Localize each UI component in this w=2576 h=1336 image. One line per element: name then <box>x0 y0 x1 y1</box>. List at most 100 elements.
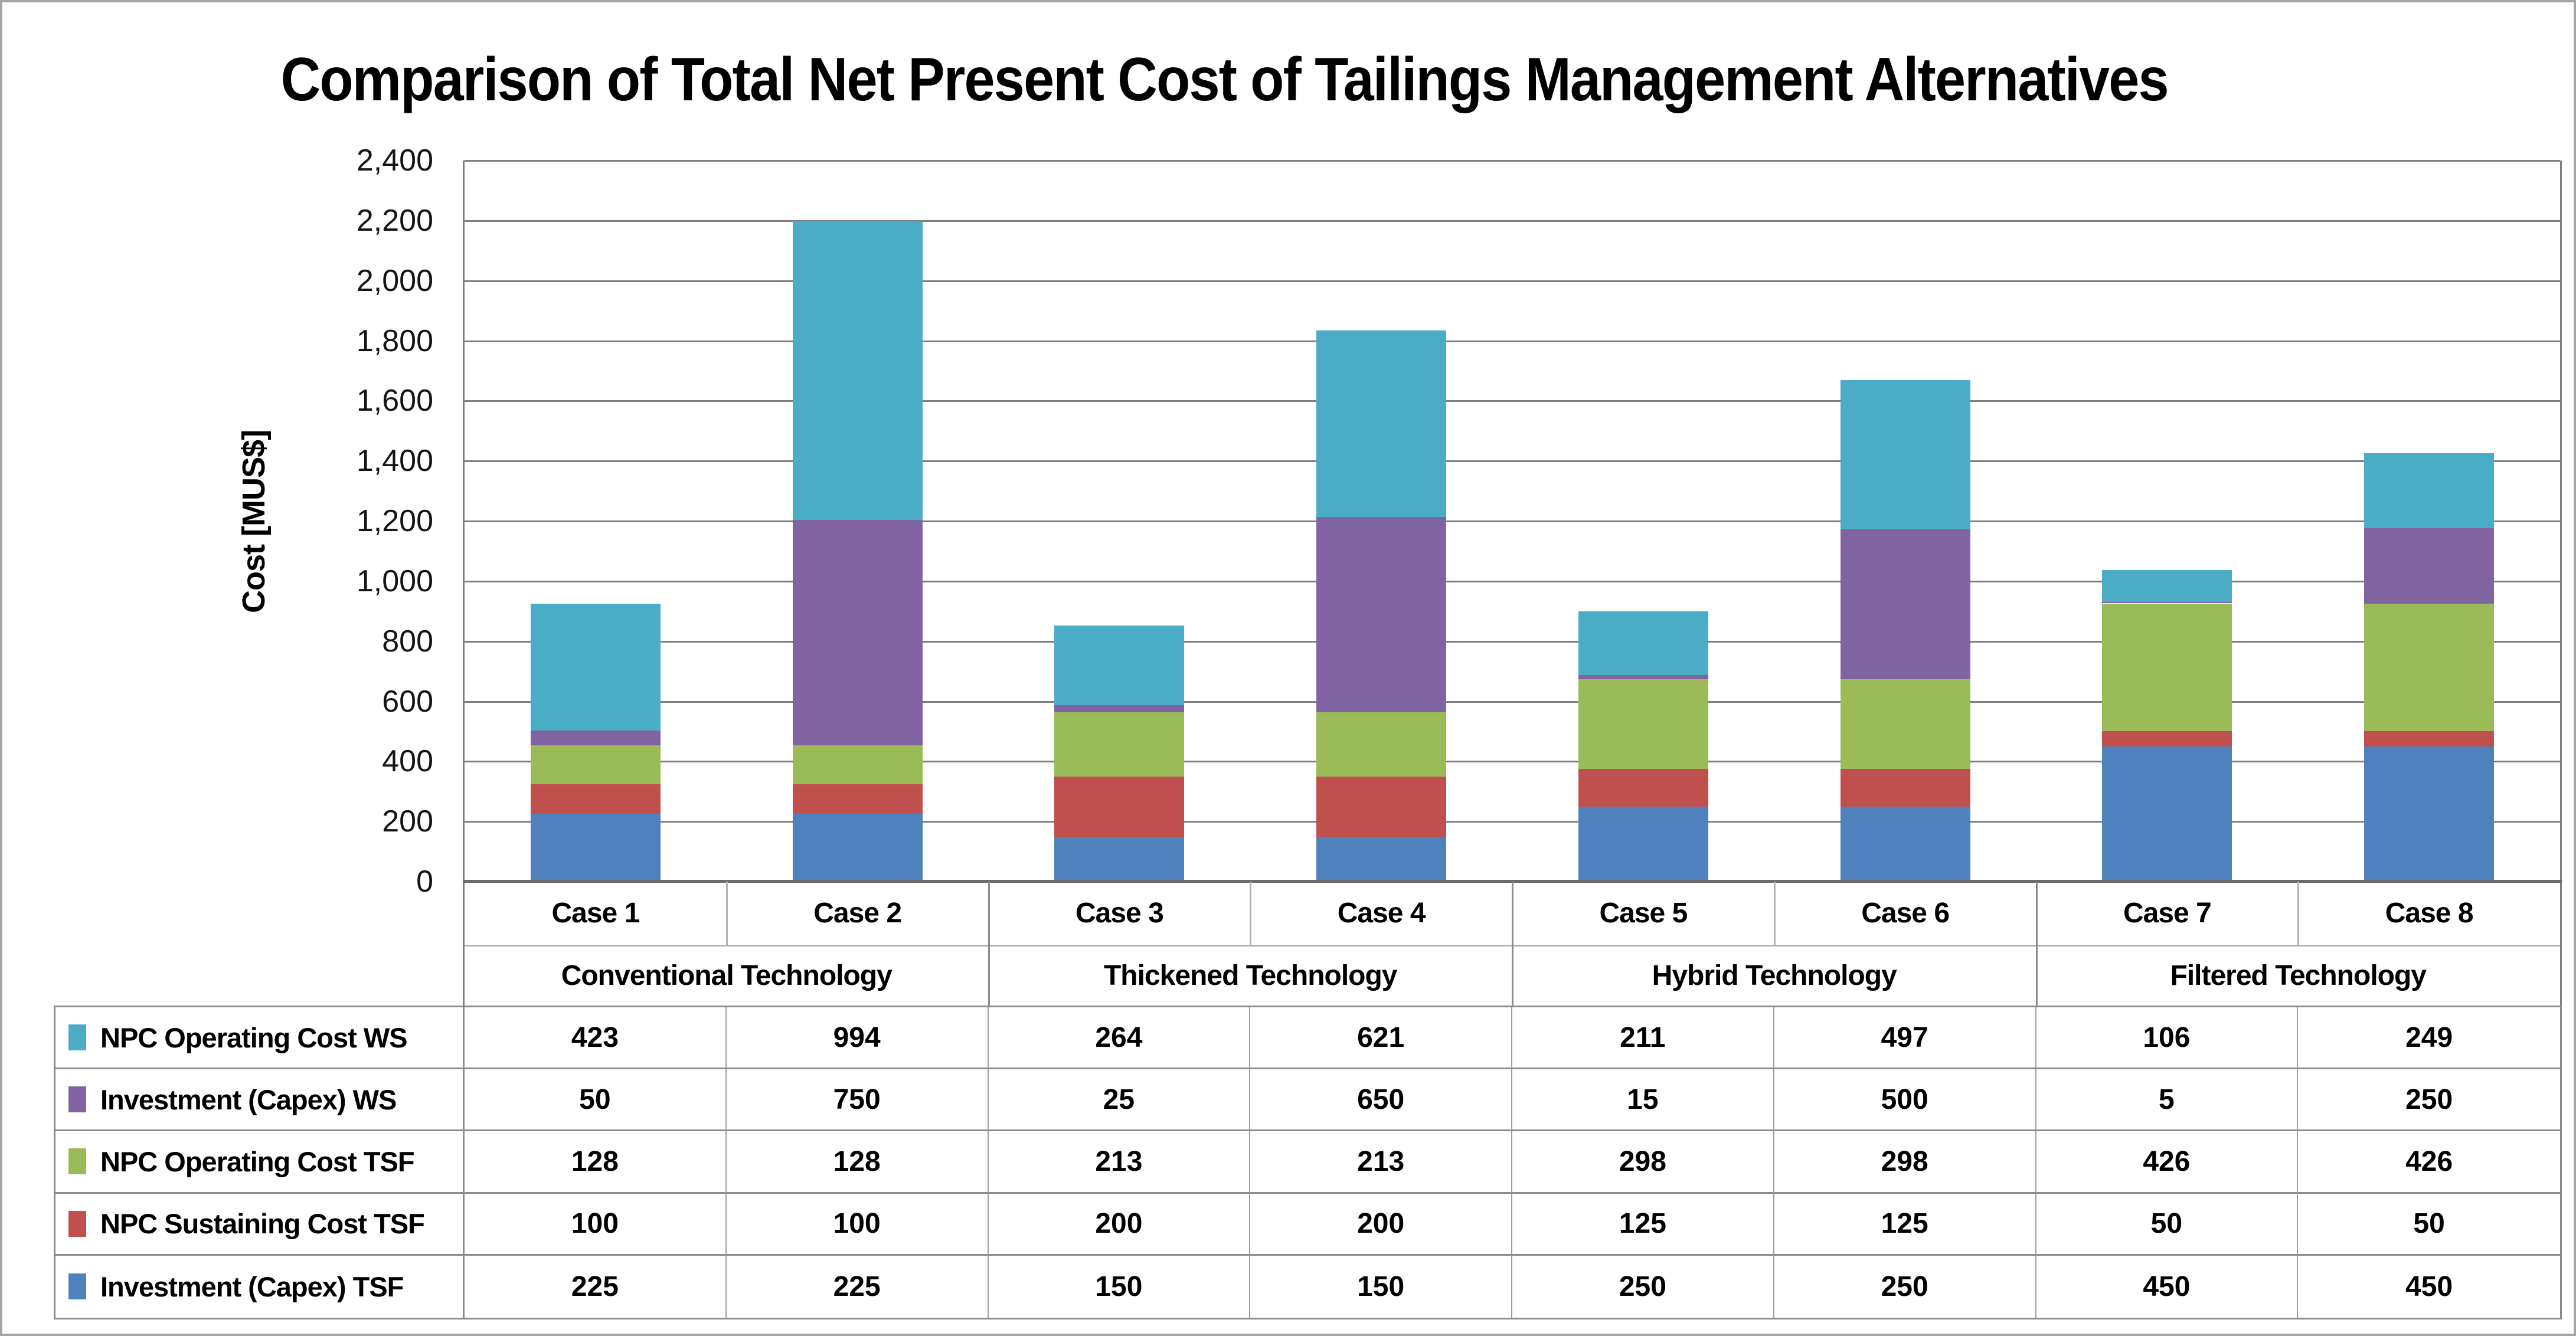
x-axis-group-label: Hybrid Technology <box>1652 960 1897 991</box>
chart-title-text: Comparison of Total Net Present Cost of … <box>280 45 2169 114</box>
gridline <box>465 520 2560 522</box>
group-divider-line <box>988 882 990 1006</box>
bar-segment-npc-sustaining-cost-tsf-case-4 <box>1316 776 1447 837</box>
gridline <box>465 400 2560 402</box>
y-tick-label: 0 <box>416 865 433 899</box>
data-table: NPC Operating Cost WS 423 994 264 621 211 497 1… <box>54 1006 2562 1319</box>
x-axis-case-label: Case 2 <box>813 898 902 929</box>
legend-item: NPC Sustaining Cost TSF <box>55 1193 465 1256</box>
table-value-cell: 50 <box>2036 1193 2299 1256</box>
table-value-cell: 225 <box>726 1255 989 1318</box>
y-tick-label: 400 <box>382 744 433 779</box>
table-value-cell: 426 <box>2298 1131 2560 1194</box>
gridline <box>465 700 2560 703</box>
table-value-cell: 213 <box>1250 1131 1512 1194</box>
bar-segment-investment-capex-tsf-case-5 <box>1578 806 1708 882</box>
bar-segment-investment-capex-ws-case-2 <box>792 520 923 746</box>
y-tick-label: 2,200 <box>356 203 433 238</box>
table-value-cell: 249 <box>2298 1007 2560 1070</box>
bar-segment-npc-operating-cost-ws-case-1 <box>530 603 661 731</box>
table-value-cell: 5 <box>2036 1069 2299 1132</box>
plot-right-border <box>2560 161 2562 1006</box>
group-divider-line <box>1512 882 1513 1006</box>
bar-segment-investment-capex-ws-case-3 <box>1054 705 1185 713</box>
table-value-cell: 250 <box>1512 1255 1774 1318</box>
legend-item: Investment (Capex) TSF <box>55 1255 465 1318</box>
legend-item: NPC Operating Cost TSF <box>55 1131 465 1194</box>
bar-segment-investment-capex-tsf-case-8 <box>2364 746 2495 882</box>
table-value-cell: 125 <box>1774 1193 2036 1256</box>
x-axis-case-label: Case 8 <box>2385 898 2474 929</box>
legend-color-swatch-icon <box>68 1210 86 1237</box>
x-axis-category-rows: Case 1 Case 2 Case 3 Case 4 Case 5 Case 6 Case… <box>465 882 2560 1006</box>
legend-series-label: NPC Operating Cost WS <box>100 1021 408 1053</box>
bar-segment-npc-sustaining-cost-tsf-case-3 <box>1054 776 1185 837</box>
gridline <box>465 220 2560 222</box>
bar-segment-npc-sustaining-cost-tsf-case-5 <box>1578 769 1708 807</box>
case-divider-line <box>1773 882 1776 945</box>
table-value-cell: 150 <box>988 1255 1251 1318</box>
table-value-cell: 200 <box>988 1193 1251 1256</box>
bar-segment-npc-sustaining-cost-tsf-case-6 <box>1840 769 1970 807</box>
table-value-cell: 298 <box>1512 1131 1774 1194</box>
bar-segment-npc-operating-cost-ws-case-4 <box>1316 330 1447 518</box>
y-tick-label: 1,400 <box>356 444 433 479</box>
bar-segment-npc-operating-cost-tsf-case-6 <box>1840 679 1970 769</box>
legend-color-swatch-icon <box>68 1086 86 1113</box>
table-value-cell: 500 <box>1774 1069 2036 1132</box>
x-axis-case-label: Case 3 <box>1075 898 1164 929</box>
legend-color-swatch-icon <box>68 1273 86 1300</box>
y-tick-label: 2,400 <box>356 143 433 178</box>
bar-segment-investment-capex-tsf-case-3 <box>1054 836 1185 882</box>
legend-series-label: Investment (Capex) WS <box>100 1083 397 1115</box>
x-axis-group-label: Filtered Technology <box>2170 960 2427 991</box>
bar-segment-npc-operating-cost-ws-case-5 <box>1578 611 1708 675</box>
table-value-cell: 750 <box>726 1069 989 1132</box>
y-tick-label: 600 <box>382 684 433 719</box>
gridline <box>465 580 2560 582</box>
bar-segment-npc-operating-cost-tsf-case-8 <box>2364 603 2495 732</box>
bar-segment-npc-operating-cost-ws-case-2 <box>792 221 923 520</box>
gridline <box>465 460 2560 463</box>
bar-segment-npc-operating-cost-tsf-case-1 <box>530 745 661 784</box>
legend-series-label: Investment (Capex) TSF <box>100 1270 404 1302</box>
plot-left-border <box>463 161 465 1006</box>
legend-item: NPC Operating Cost WS <box>55 1007 465 1070</box>
bar-segment-investment-capex-tsf-case-6 <box>1840 806 1970 882</box>
x-axis-case-label: Case 5 <box>1599 898 1688 929</box>
bar-segment-investment-capex-ws-case-6 <box>1840 529 1970 680</box>
legend-series-label: NPC Operating Cost TSF <box>100 1145 415 1177</box>
table-value-cell: 298 <box>1774 1131 2036 1194</box>
table-value-cell: 250 <box>2298 1069 2560 1132</box>
bar-segment-npc-operating-cost-tsf-case-3 <box>1054 712 1185 777</box>
chart-title: Comparison of Total Net Present Cost of … <box>38 45 2411 115</box>
table-value-cell: 128 <box>465 1131 727 1194</box>
gridline <box>465 761 2560 763</box>
gridline <box>465 280 2560 282</box>
bar-segment-investment-capex-ws-case-1 <box>530 730 661 746</box>
gridline <box>465 160 2560 162</box>
legend-color-swatch-icon <box>68 1148 86 1175</box>
bar-segment-npc-operating-cost-ws-case-3 <box>1054 626 1185 705</box>
x-axis-case-label: Case 7 <box>2123 898 2212 929</box>
table-value-cell: 426 <box>2036 1131 2299 1194</box>
bar-segment-investment-capex-tsf-case-2 <box>792 814 923 882</box>
legend-color-swatch-icon <box>68 1024 86 1051</box>
table-value-cell: 264 <box>988 1007 1251 1070</box>
table-value-cell: 25 <box>988 1069 1251 1132</box>
x-axis-group-label: Thickened Technology <box>1103 960 1398 991</box>
y-tick-label: 1,600 <box>356 384 433 418</box>
x-axis-case-label: Case 1 <box>551 898 640 929</box>
y-tick-label: 800 <box>382 624 433 659</box>
table-value-cell: 106 <box>2036 1007 2299 1070</box>
table-value-cell: 450 <box>2036 1255 2299 1318</box>
table-value-cell: 150 <box>1250 1255 1512 1318</box>
bar-segment-npc-operating-cost-ws-case-8 <box>2364 453 2495 529</box>
x-axis-case-label: Case 6 <box>1861 898 1950 929</box>
case-divider-line <box>2297 882 2300 945</box>
bar-segment-npc-sustaining-cost-tsf-case-2 <box>792 784 923 814</box>
y-tick-label: 2,000 <box>356 263 433 298</box>
bar-segment-npc-operating-cost-ws-case-7 <box>2102 569 2232 602</box>
table-value-cell: 100 <box>465 1193 727 1256</box>
table-value-cell: 450 <box>2298 1255 2560 1318</box>
